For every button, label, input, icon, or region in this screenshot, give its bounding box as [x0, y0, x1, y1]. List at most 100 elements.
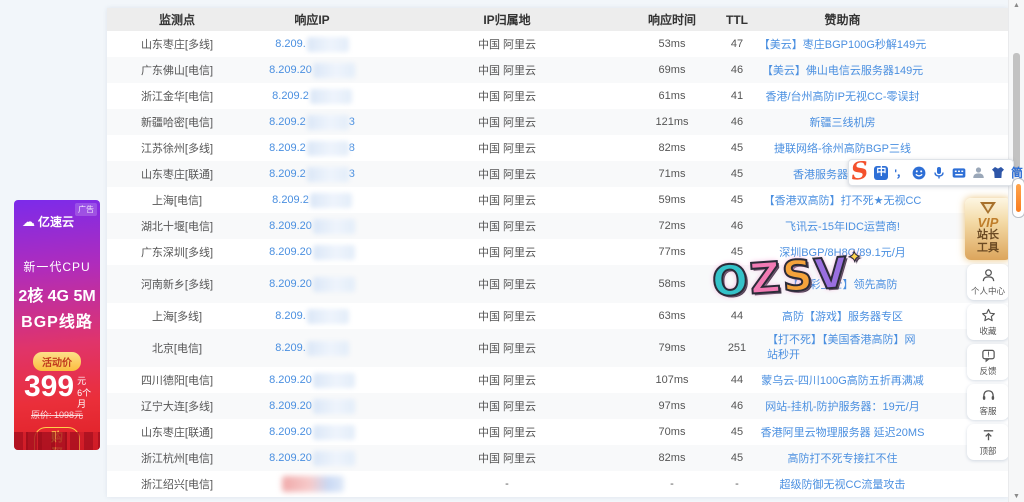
ip-location-cell: 中国 阿里云	[477, 195, 537, 207]
ad-price-unit-term: 元 6个月	[77, 376, 92, 410]
ip-blurred-mask	[312, 218, 355, 234]
sponsor-link[interactable]: 超级防御无视CC流量攻击	[779, 479, 906, 491]
ip-link[interactable]: 8.209.2	[272, 88, 352, 104]
sponsor-link[interactable]: 【打不死】【美国香港高防】网站秒开	[767, 334, 916, 361]
sponsor-link[interactable]: 捷联网络-徐州高防BGP三线	[774, 143, 911, 155]
sponsor-link[interactable]: 蒙乌云-四川100G高防五折再满减	[761, 375, 924, 387]
ip-link[interactable]: 8.209.	[275, 308, 349, 324]
skin-icon[interactable]	[991, 166, 1005, 180]
scroll-down-arrow-icon[interactable]: ▼	[1013, 493, 1020, 500]
side-tool-feedback[interactable]: ! 反馈	[967, 344, 1009, 380]
sponsor-link[interactable]: 飞讯云-15年IDC运营商!	[785, 221, 900, 233]
ip-link[interactable]: 8.209.2	[272, 192, 352, 208]
account-icon[interactable]	[972, 166, 985, 180]
ip-link[interactable]: 8.209.	[275, 340, 349, 356]
ip-link[interactable]: 8.209.2 3	[269, 166, 355, 182]
ttl-cell: 41	[730, 90, 744, 102]
cloud-icon: ☁	[22, 214, 35, 229]
sponsor-link[interactable]: 【美云】佛山电信云服务器149元	[761, 65, 924, 77]
sponsor-cell: 【香港双高防】打不死★无视CC	[763, 192, 1008, 208]
ip-prefix: 8.209.2	[269, 142, 306, 154]
keyboard-icon[interactable]	[952, 166, 966, 180]
sponsor-link[interactable]: 【美云】枣庄BGP100G秒解149元	[758, 39, 927, 51]
response-time-cell: 72ms	[658, 220, 686, 232]
response-time-cell: 63ms	[658, 310, 686, 322]
response-ip-cell: 8.209.	[247, 36, 377, 52]
vip-webmaster-tools-badge[interactable]: VIP 站长 工具	[965, 198, 1011, 260]
sponsor-cell: 深圳BGP/8H8G/89.1元/月	[767, 244, 1008, 260]
ime-edge-handle[interactable]	[1012, 178, 1024, 218]
ip-prefix: 8.209.20	[269, 452, 312, 464]
side-tool-label: 反馈	[979, 365, 997, 376]
ip-link[interactable]: 8.209.2 3	[269, 114, 355, 130]
ip-link[interactable]: 8.209.	[275, 36, 349, 52]
response-ip-cell: 8.209.20	[247, 372, 377, 388]
ip-blurred-mask	[306, 140, 349, 156]
punctuation-mode-icon[interactable]: '，	[894, 167, 907, 180]
response-ip-cell: 8.209.	[247, 340, 377, 356]
sponsor-cell: 网站-挂机-防护服务器：19元/月	[765, 398, 1008, 414]
ad-price: 399 元 6个月	[24, 372, 100, 411]
ip-link[interactable]: 8.209.20	[269, 372, 355, 388]
ip-blurred-mask	[306, 36, 349, 52]
simplified-chinese-icon[interactable]: 简	[1010, 166, 1023, 180]
ip-link[interactable]: 8.209.20	[269, 450, 355, 466]
side-tool-user[interactable]: 个人中心	[967, 264, 1009, 300]
monitor-point-cell: 江苏徐州[多线]	[140, 143, 214, 155]
sponsor-cell: 【美云】枣庄BGP100G秒解149元	[759, 36, 1008, 52]
response-ip-cell: 8.209.2 3	[247, 114, 377, 130]
sponsor-link[interactable]: 香港阿里云物理服务器 延迟20MS	[760, 427, 925, 439]
sponsor-cell: 【云彩卫士】领先高防	[767, 276, 1008, 292]
table-row: 湖北十堰[电信] 8.209.20 中国 阿里云 72ms 46 飞讯云-15年IDC运营…	[107, 213, 1008, 239]
side-tool-back-to-top[interactable]: 顶部	[967, 424, 1009, 460]
sponsor-link[interactable]: 新疆三线机房	[809, 117, 876, 129]
ping-result-table: 监测点 响应IP IP归属地 响应时间 TTL 赞助商 山东枣庄[多线] 8.209. 中国 …	[107, 8, 1008, 497]
side-ad-banner[interactable]: 广告 ☁ 亿速云 新一代CPU 2核 4G 5M BGP线路 活动价 399 元…	[14, 200, 100, 450]
response-time-cell: 69ms	[658, 64, 686, 76]
response-ip-cell	[247, 476, 377, 492]
table-row: 新疆哈密[电信] 8.209.2 3 中国 阿里云 121ms 46 新疆三线机房	[107, 109, 1008, 135]
ip-link[interactable]: 8.209.20	[269, 244, 355, 260]
voice-input-icon[interactable]	[932, 166, 946, 180]
sponsor-link[interactable]: 【云彩卫士】领先高防	[787, 279, 898, 291]
sponsor-cell: 新疆三线机房	[767, 114, 1008, 130]
response-ip-cell: 8.209.	[247, 308, 377, 324]
ad-city-silhouette	[14, 432, 100, 450]
emoji-icon[interactable]	[912, 166, 926, 180]
ip-link[interactable]: 8.209.20	[269, 424, 355, 440]
ip-link[interactable]: 8.209.20	[269, 62, 355, 78]
monitor-point-cell: 广东佛山[电信]	[140, 65, 214, 77]
chinese-mode-icon[interactable]: 中	[874, 165, 889, 180]
side-tool-headset[interactable]: 客服	[967, 384, 1009, 420]
ttl-cell: 46	[730, 220, 744, 232]
sponsor-link[interactable]: 深圳BGP/8H8G/89.1元/月	[779, 247, 906, 259]
sponsor-link[interactable]: 高防【游戏】服务器专区	[782, 311, 903, 323]
scroll-up-arrow-icon[interactable]: ▲	[1013, 2, 1020, 9]
vertical-scrollbar[interactable]: ▲ ▼	[1008, 0, 1024, 502]
monitor-point-cell: 山东枣庄[联通]	[140, 427, 214, 439]
ip-link[interactable]: 8.209.20	[269, 218, 355, 234]
ip-suffix: 8	[348, 142, 355, 154]
response-time-cell: 71ms	[658, 168, 686, 180]
sponsor-link[interactable]: 香港/台州高防IP无视CC-零误封	[765, 91, 920, 103]
sogou-logo-icon[interactable]: S	[849, 155, 870, 186]
ip-link[interactable]: 8.209.20	[269, 276, 355, 292]
scrollbar-thumb[interactable]	[1013, 53, 1020, 175]
ttl-cell: 45	[730, 452, 744, 464]
sponsor-link[interactable]: 网站-挂机-防护服务器：19元/月	[765, 401, 920, 413]
monitor-point-cell: 湖北十堰[电信]	[140, 221, 214, 233]
ad-original-price: 原价: 1098元	[30, 410, 84, 420]
side-tool-star[interactable]: 收藏	[967, 304, 1009, 340]
sponsor-cell: 高防打不死专接扛不住	[767, 450, 1008, 466]
ip-location-cell: 中国 阿里云	[477, 247, 537, 259]
ip-link[interactable]: 8.209.2 8	[269, 140, 355, 156]
sponsor-link[interactable]: 【香港双高防】打不死★无视CC	[763, 195, 922, 207]
sponsor-cell: 高防【游戏】服务器专区	[767, 308, 1008, 324]
ip-blurred-mask	[306, 308, 349, 324]
sponsor-link[interactable]: 高防打不死专接扛不住	[787, 453, 898, 465]
ip-location-cell: 中国 阿里云	[477, 39, 537, 51]
ip-link[interactable]: 8.209.20	[269, 398, 355, 414]
ttl-cell: 46	[730, 116, 744, 128]
ip-link[interactable]	[281, 476, 344, 492]
ip-prefix: 8.209.20	[269, 64, 312, 76]
